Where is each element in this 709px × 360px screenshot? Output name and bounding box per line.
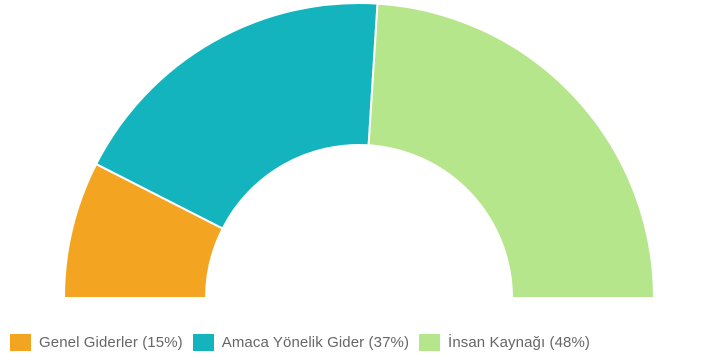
legend-item-insan-kaynagi[interactable]: İnsan Kaynağı (48%) bbox=[419, 333, 591, 351]
chart-legend: Genel Giderler (15%) Amaca Yönelik Gider… bbox=[10, 331, 600, 353]
legend-swatch-genel-giderler bbox=[10, 333, 31, 351]
legend-swatch-amaca-yonelik-gider bbox=[192, 333, 214, 351]
legend-item-genel-giderler[interactable]: Genel Giderler (15%) bbox=[10, 333, 183, 351]
legend-label-amaca-yonelik-gider: Amaca Yönelik Gider (37%) bbox=[221, 333, 410, 351]
legend-item-amaca-yonelik-gider[interactable]: Amaca Yönelik Gider (37%) bbox=[192, 333, 410, 351]
legend-swatch-insan-kaynagi bbox=[419, 333, 441, 351]
slice-i-nsan-kaynagi[interactable] bbox=[367, 2, 656, 299]
slice-amaca-yonelik-gider[interactable] bbox=[94, 2, 379, 230]
chart-slices bbox=[62, 2, 656, 299]
legend-label-genel-giderler: Genel Giderler (15%) bbox=[39, 333, 183, 351]
legend-label-insan-kaynagi: İnsan Kaynağı (48%) bbox=[448, 333, 591, 351]
